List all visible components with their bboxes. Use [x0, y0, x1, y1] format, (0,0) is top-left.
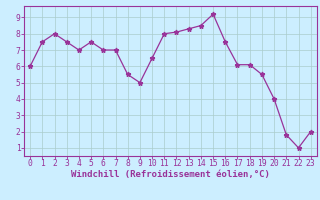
- X-axis label: Windchill (Refroidissement éolien,°C): Windchill (Refroidissement éolien,°C): [71, 170, 270, 179]
